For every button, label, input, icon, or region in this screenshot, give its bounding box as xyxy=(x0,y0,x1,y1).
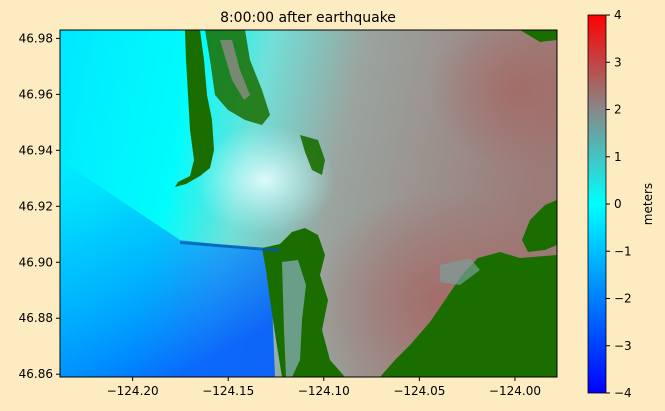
y-tick-label: 46.96 xyxy=(19,87,53,101)
colorbar-tick-label: 1 xyxy=(614,150,622,164)
colorbar-tick-label: 4 xyxy=(614,8,622,22)
colorbar-tick-label: 3 xyxy=(614,55,622,69)
y-tick-label: 46.90 xyxy=(19,255,53,269)
colorbar-label: meters xyxy=(641,183,655,225)
y-tick-label: 46.88 xyxy=(19,311,53,325)
inner-bay-high-north xyxy=(430,30,557,170)
x-tick-label: −124.05 xyxy=(393,384,445,398)
land-east-headland xyxy=(522,200,557,252)
colorbar-tick-label: −3 xyxy=(614,339,632,353)
chart-title: 8:00:00 after earthquake xyxy=(220,10,396,26)
colorbar-tick-label: −1 xyxy=(614,244,632,258)
land-southeast xyxy=(380,252,557,377)
southwest-low-field xyxy=(60,160,275,377)
south-spit-channel xyxy=(282,260,306,377)
y-tick-label: 46.86 xyxy=(19,367,53,381)
land-northeast-corner xyxy=(520,30,557,42)
x-tick-label: −124.15 xyxy=(202,384,254,398)
x-tick-label: −124.20 xyxy=(107,384,159,398)
x-tick-label: −124.00 xyxy=(489,384,541,398)
y-tick-label: 46.94 xyxy=(19,143,53,157)
colorbar-axis: 4 3 2 1 0 −1 −2 −3 −4 xyxy=(606,8,632,400)
colorbar-tick-label: −4 xyxy=(614,386,632,400)
colorbar xyxy=(587,14,607,394)
mudflat-east xyxy=(440,258,480,285)
colorbar-tick-label: 2 xyxy=(614,103,622,117)
x-axis: −124.20 −124.15 −124.10 −124.05 −124.00 xyxy=(107,377,541,398)
heatmap-area xyxy=(60,30,557,377)
plot-frame xyxy=(59,29,558,378)
x-tick-label: −124.10 xyxy=(298,384,350,398)
jetty-line xyxy=(180,241,280,252)
land-north-east xyxy=(300,135,325,175)
north-spit-channel xyxy=(220,40,250,100)
y-tick-label: 46.92 xyxy=(19,199,53,213)
land-north-spit xyxy=(175,30,214,187)
colorbar-tick-label: 0 xyxy=(614,197,622,211)
bay-mouth-glow xyxy=(195,125,335,235)
y-axis: 46.86 46.88 46.90 46.92 46.94 46.96 46.98 xyxy=(19,31,60,381)
y-tick-label: 46.98 xyxy=(19,31,53,45)
colorbar-tick-label: −2 xyxy=(614,292,632,306)
